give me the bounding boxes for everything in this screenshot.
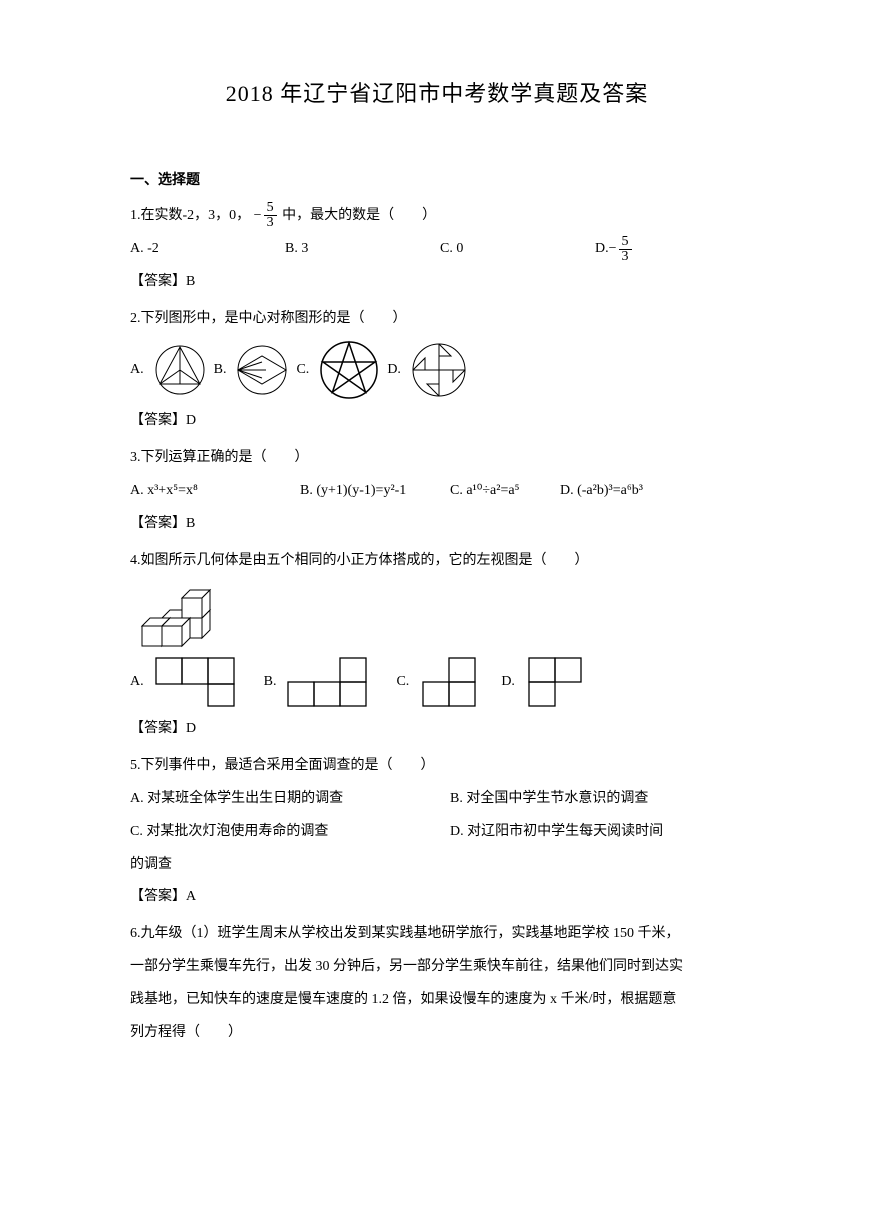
q2-opt-b-label: B. xyxy=(214,355,227,386)
q2-opt-a-label: A. xyxy=(130,355,144,386)
view-d-icon xyxy=(525,656,585,708)
q4-opt-c-label: C. xyxy=(396,667,409,698)
q1-stem-a: 1.在实数-2，3，0， xyxy=(130,208,250,223)
fraction-5-3: 53 xyxy=(619,235,632,264)
q4-stem: 4.如图所示几何体是由五个相同的小正方体搭成的，它的左视图是（ ） xyxy=(130,546,744,577)
view-b-icon xyxy=(286,656,370,708)
q1-answer: 【答案】B xyxy=(130,267,744,298)
q5-stem: 5.下列事件中，最适合采用全面调查的是（ ） xyxy=(130,751,744,782)
neg-sign: − xyxy=(609,234,617,265)
q6-l3: 践基地，已知快车的速度是慢车速度的 1.2 倍，如果设慢车的速度为 x 千米/时… xyxy=(130,985,744,1016)
q5-row2: C. 对某批次灯泡使用寿命的调查 D. 对辽阳市初中学生每天阅读时间 xyxy=(130,817,744,848)
circle-pinwheel-icon xyxy=(411,342,467,398)
q5-opt-d: D. 对辽阳市初中学生每天阅读时间 xyxy=(450,817,663,848)
q5-answer: 【答案】A xyxy=(130,882,744,913)
page-title: 2018 年辽宁省辽阳市中考数学真题及答案 xyxy=(130,70,744,118)
q2-options: A. B. C. D. xyxy=(130,340,744,400)
q2-answer: 【答案】D xyxy=(130,406,744,437)
q5-opt-c: C. 对某批次灯泡使用寿命的调查 xyxy=(130,817,450,848)
q2-stem: 2.下列图形中，是中心对称图形的是（ ） xyxy=(130,304,744,335)
fraction-5-3: 53 xyxy=(264,201,277,230)
q6-l1: 6.九年级（1）班学生周末从学校出发到某实践基地研学旅行，实践基地距学校 150… xyxy=(130,919,744,950)
q4-opt-a-label: A. xyxy=(130,667,144,698)
exam-page: 2018 年辽宁省辽阳市中考数学真题及答案 一、选择题 1.在实数-2，3，0，… xyxy=(0,0,869,1228)
q1-d-prefix: D. xyxy=(595,234,609,265)
view-c-icon xyxy=(419,656,479,708)
q3-options: A. x³+x⁵=x⁸ B. (y+1)(y-1)=y²-1 C. a¹⁰÷a²… xyxy=(130,476,744,507)
q4-answer: 【答案】D xyxy=(130,714,744,745)
q4-options: A. B. C. D. xyxy=(130,656,744,708)
q3-opt-d: D. (-a²b)³=a⁶b³ xyxy=(560,476,643,507)
q5-opt-a: A. 对某班全体学生出生日期的调查 xyxy=(130,784,450,815)
q5-opt-d-cont: 的调查 xyxy=(130,850,744,881)
q1-opt-b: B. 3 xyxy=(285,234,440,265)
view-a-icon xyxy=(154,656,238,708)
q2-opt-c-label: C. xyxy=(296,355,309,386)
q5-opt-b: B. 对全国中学生节水意识的调查 xyxy=(450,784,648,815)
q3-opt-a: A. x³+x⁵=x⁸ xyxy=(130,476,300,507)
q1-opt-d: D. −53 xyxy=(595,234,634,265)
q1-stem: 1.在实数-2，3，0， −53 中，最大的数是（ ） xyxy=(130,201,744,232)
q1-options: A. -2 B. 3 C. 0 D. −53 xyxy=(130,234,744,265)
q1-opt-c: C. 0 xyxy=(440,234,595,265)
q3-opt-c: C. a¹⁰÷a²=a⁵ xyxy=(450,476,560,507)
q4-solid-figure xyxy=(130,578,744,650)
section-header: 一、选择题 xyxy=(130,166,744,197)
q6-l2: 一部分学生乘慢车先行，出发 30 分钟后，另一部分学生乘快车前往，结果他们同时到… xyxy=(130,952,744,983)
q4-opt-d-label: D. xyxy=(501,667,515,698)
q1-opt-a: A. -2 xyxy=(130,234,285,265)
q6-l4: 列方程得（ ） xyxy=(130,1018,744,1049)
q4-opt-b-label: B. xyxy=(264,667,277,698)
q3-answer: 【答案】B xyxy=(130,509,744,540)
circle-triangle-icon xyxy=(154,344,206,396)
q3-opt-b: B. (y+1)(y-1)=y²-1 xyxy=(300,476,450,507)
q2-opt-d-label: D. xyxy=(387,355,401,386)
circle-star-icon xyxy=(319,340,379,400)
cube-solid-icon xyxy=(130,578,230,650)
q1-stem-b: 中，最大的数是（ ） xyxy=(282,208,436,223)
neg-sign: − xyxy=(254,208,262,223)
q5-row1: A. 对某班全体学生出生日期的调查 B. 对全国中学生节水意识的调查 xyxy=(130,784,744,815)
circle-fan-icon xyxy=(236,344,288,396)
q3-stem: 3.下列运算正确的是（ ） xyxy=(130,443,744,474)
